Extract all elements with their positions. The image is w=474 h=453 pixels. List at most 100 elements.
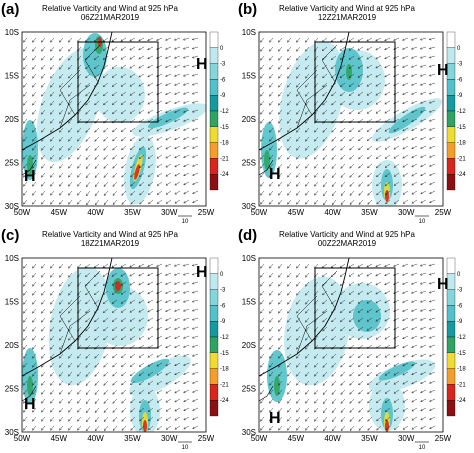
vorticity-contour [346, 64, 352, 80]
wind-arrow-head [420, 418, 423, 421]
wind-arrow [358, 389, 364, 395]
wind-arrow-head [287, 94, 290, 97]
wind-arrow-head [269, 410, 272, 413]
wind-arrow-head [420, 282, 423, 285]
wind-arrow-head [296, 419, 299, 422]
wind-arrow [23, 145, 28, 151]
wind-arrow [41, 55, 46, 61]
wind-arrow [103, 290, 109, 295]
wind-arrow [139, 371, 145, 376]
wind-arrow [296, 335, 301, 341]
wind-arrow [411, 64, 418, 68]
wind-arrow [322, 353, 328, 359]
wind-arrow [59, 299, 64, 305]
wind-arrow [269, 46, 274, 52]
wind-arrow [130, 199, 136, 205]
wind-arrow [358, 127, 364, 132]
wind-arrow-head [296, 40, 299, 43]
wind-arrow-head [305, 130, 308, 133]
wind-arrow-head [348, 57, 352, 60]
x-tick-label: 45W [51, 434, 68, 443]
wind-arrow-head [314, 401, 317, 404]
wind-arrow-head [192, 300, 195, 303]
wind-arrow [192, 136, 199, 140]
wind-arrow-head [120, 292, 124, 295]
colorbar-tick-label: -21 [457, 382, 466, 388]
wind-arrow-head [429, 74, 432, 77]
colorbar-swatch [209, 95, 219, 112]
wind-arrow [120, 281, 127, 286]
wind-arrow [348, 55, 355, 60]
wind-arrow-head [148, 192, 151, 196]
wind-arrow-head [287, 157, 290, 160]
wind-arrow-head [260, 329, 263, 332]
wind-arrow [174, 127, 181, 131]
wind-arrow-head [156, 418, 160, 421]
wind-arrow [420, 326, 427, 330]
wind-arrow [147, 127, 154, 132]
wind-arrow-head [322, 274, 325, 277]
wind-arrow [429, 181, 436, 185]
wind-arrow [68, 127, 73, 133]
wind-arrow-head [402, 92, 405, 95]
y-tick-label: 25S [242, 385, 256, 394]
wind-arrow-head [260, 166, 263, 169]
plot-frame [21, 31, 207, 207]
wind-arrow-head [23, 193, 26, 196]
x-tick-label: 40W [324, 208, 341, 217]
wind-arrow [112, 82, 118, 87]
wind-arrow [278, 425, 283, 431]
wind-arrow-head [287, 428, 290, 431]
wind-arrow [94, 389, 100, 395]
wind-arrow-head [429, 354, 432, 357]
wind-arrow-head [139, 183, 142, 187]
wind-arrow-head [331, 310, 334, 314]
wind-arrow-head [357, 283, 360, 286]
wind-arrow [139, 145, 145, 150]
wind-arrow-head [287, 266, 290, 269]
panel-title: Relative Varticity and Wind at 925 hPa [42, 4, 178, 13]
wind-arrow-head [357, 328, 361, 331]
wind-arrow [139, 172, 145, 177]
wind-arrow [183, 290, 190, 294]
wind-arrow-head [384, 292, 387, 295]
wind-arrow-head [420, 47, 423, 50]
wind-arrow-head [357, 319, 361, 322]
wind-arrow-head [340, 401, 343, 404]
wind-arrow-head [103, 175, 106, 178]
wind-arrow-head [384, 282, 387, 286]
wind-arrow-head [367, 138, 370, 141]
wind-arrow [287, 190, 292, 196]
wind-arrow-head [420, 155, 423, 158]
wind-arrow-head [165, 364, 168, 367]
wind-arrow [68, 380, 73, 386]
wind-arrow [420, 371, 427, 375]
wind-arrow-head [402, 391, 405, 394]
wind-arrow [59, 416, 64, 422]
wind-arrow-head [384, 373, 388, 376]
wind-arrow-head [340, 166, 343, 169]
coastline [22, 32, 113, 151]
wind-arrow [349, 145, 355, 151]
x-tick-label: 45W [288, 208, 305, 217]
wind-arrow-head [112, 166, 115, 169]
wind-arrow [331, 389, 337, 395]
wind-arrow-head [147, 337, 150, 340]
wind-arrow-head [165, 119, 168, 123]
vorticity-contour [115, 281, 121, 291]
wind-arrow-head [129, 310, 132, 313]
wind-arrow-head [85, 112, 88, 115]
wind-arrow-head [32, 401, 35, 404]
wind-arrow [85, 263, 91, 268]
wind-arrow-head [314, 356, 317, 359]
wind-arrow-head [94, 365, 97, 368]
wind-arrow [138, 281, 145, 286]
wind-arrow-head [129, 129, 133, 132]
wind-arrow-head [402, 282, 405, 285]
wind-arrow-head [384, 165, 388, 168]
wind-arrow [420, 118, 427, 122]
wind-arrow [384, 145, 391, 150]
wind-arrow-head [340, 383, 343, 386]
wind-arrow [429, 398, 436, 402]
